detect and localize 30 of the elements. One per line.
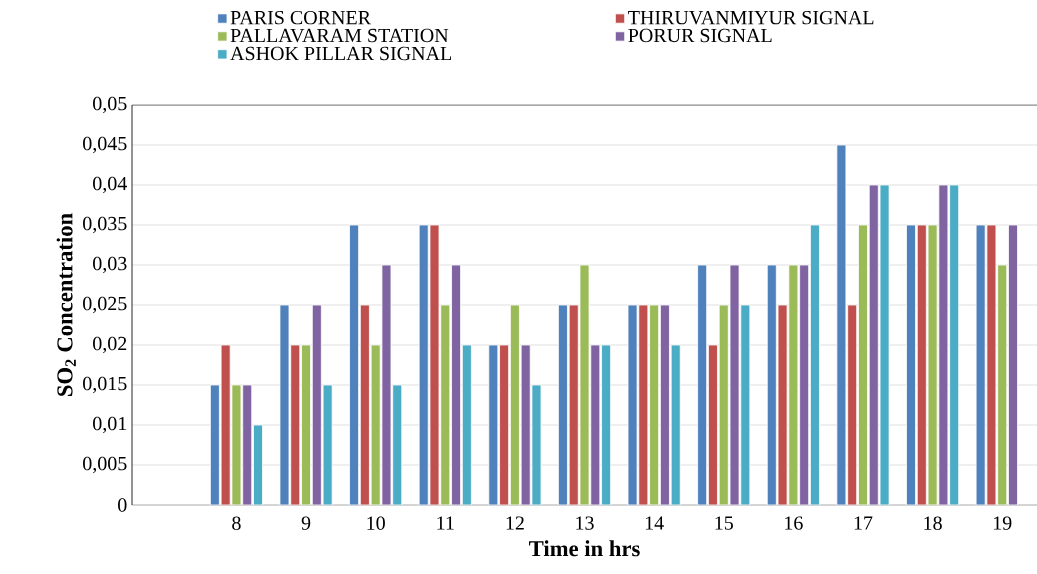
x-tick-label: 14 [645, 516, 664, 530]
x-tick-label: 9 [301, 516, 311, 530]
legend-label: PARIS CORNER [230, 10, 371, 25]
y-tick-label: 0,02 [93, 336, 127, 354]
x-tick-label: 19 [993, 516, 1012, 530]
y-tick-label: 0,05 [93, 96, 127, 114]
x-tick-label: 10 [367, 516, 385, 530]
legend-label: THIRUVANMIYUR SIGNAL [628, 10, 874, 25]
y-tick-label: 0,045 [83, 136, 127, 154]
x-tick-label: 12 [506, 516, 524, 530]
x-tick-label: 11 [437, 516, 454, 530]
x-tick-label: 18 [924, 516, 942, 530]
legend-label: ASHOK PILLAR SIGNAL [230, 46, 452, 61]
y-tick-label: 0,01 [93, 416, 127, 434]
x-axis-title: Time in hrs [529, 540, 640, 557]
x-tick-label: 8 [232, 516, 241, 530]
y-tick-label: 0 [118, 498, 127, 512]
y-tick-label: 0,03 [93, 256, 127, 274]
y-tick-label: 0,025 [83, 296, 127, 314]
x-tick-label: 15 [715, 516, 733, 530]
y-tick-label: 0,005 [83, 456, 127, 474]
y-axis-title: SO$_{2}$ Concentration [56, 213, 76, 396]
legend-label: PORUR SIGNAL [628, 28, 772, 43]
x-tick-label: 16 [785, 516, 803, 530]
y-tick-label: 0,04 [93, 176, 127, 194]
x-tick-label: 17 [854, 516, 873, 530]
y-tick-label: 0,035 [83, 216, 127, 234]
legend-label: PALLAVARAM STATION [230, 28, 449, 43]
y-tick-label: 0,015 [83, 376, 127, 394]
x-tick-label: 13 [576, 516, 594, 530]
